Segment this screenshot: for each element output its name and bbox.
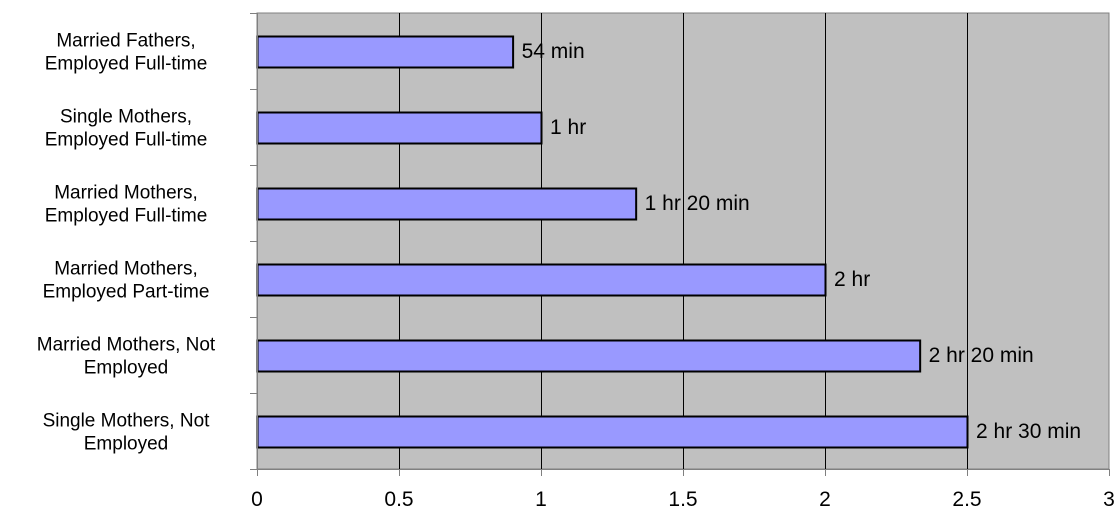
- bar: [256, 263, 827, 297]
- category-label-line: Married Mothers,: [54, 259, 198, 280]
- data-label: 2 hr: [834, 268, 870, 291]
- x-tick-label: 2: [819, 488, 831, 511]
- x-tick-label: 0: [251, 488, 263, 511]
- category-label: Married Mothers, Employed Part-time: [43, 259, 210, 303]
- category-label-line: Married Mothers,: [54, 183, 198, 204]
- bar: [256, 35, 515, 69]
- x-tick-labels: 0 0.5 1 1.5 2 2.5 3: [251, 488, 1115, 511]
- category-label-line: Employed Full-time: [45, 206, 208, 227]
- x-tick-label: 0.5: [384, 488, 413, 511]
- x-tick-label: 1: [535, 488, 547, 511]
- data-label: 1 hr: [550, 116, 586, 139]
- x-tick-label: 1.5: [668, 488, 697, 511]
- category-label: Married Mothers, Not Employed: [37, 335, 216, 379]
- category-label: Married Fathers, Employed Full-time: [45, 31, 208, 75]
- data-label: 1 hr 20 min: [645, 192, 750, 215]
- bar: [256, 187, 638, 221]
- category-label-line: Employed Part-time: [43, 282, 210, 303]
- axes: [250, 13, 1110, 476]
- category-label-line: Single Mothers,: [60, 107, 192, 128]
- gridlines: [399, 13, 968, 469]
- category-label-line: Employed: [84, 434, 169, 455]
- category-label-line: Married Mothers, Not: [37, 335, 216, 356]
- category-label: Married Mothers, Employed Full-time: [45, 183, 208, 227]
- category-label: Single Mothers, Not Employed: [43, 411, 211, 455]
- data-label: 2 hr 30 min: [976, 420, 1081, 443]
- category-label-line: Employed Full-time: [45, 130, 208, 151]
- bar: [256, 111, 543, 145]
- category-label-line: Married Fathers,: [56, 31, 195, 52]
- category-label-line: Employed Full-time: [45, 54, 208, 75]
- bar: [256, 415, 969, 449]
- data-label: 54 min: [522, 40, 585, 63]
- category-label-line: Single Mothers, Not: [43, 411, 211, 432]
- category-labels: Married Fathers, Employed Full-timeSingle…: [37, 31, 216, 455]
- data-labels: 54 min 1 hr 1 hr 20 min 2 hr 2 hr 20 min 2 hr…: [522, 40, 1081, 443]
- bar: [256, 339, 922, 373]
- category-label: Single Mothers, Employed Full-time: [45, 107, 208, 151]
- data-label: 2 hr 20 min: [929, 344, 1034, 367]
- x-tick-label: 3: [1103, 488, 1115, 511]
- category-label-line: Employed: [84, 358, 169, 379]
- x-tick-label: 2.5: [952, 488, 981, 511]
